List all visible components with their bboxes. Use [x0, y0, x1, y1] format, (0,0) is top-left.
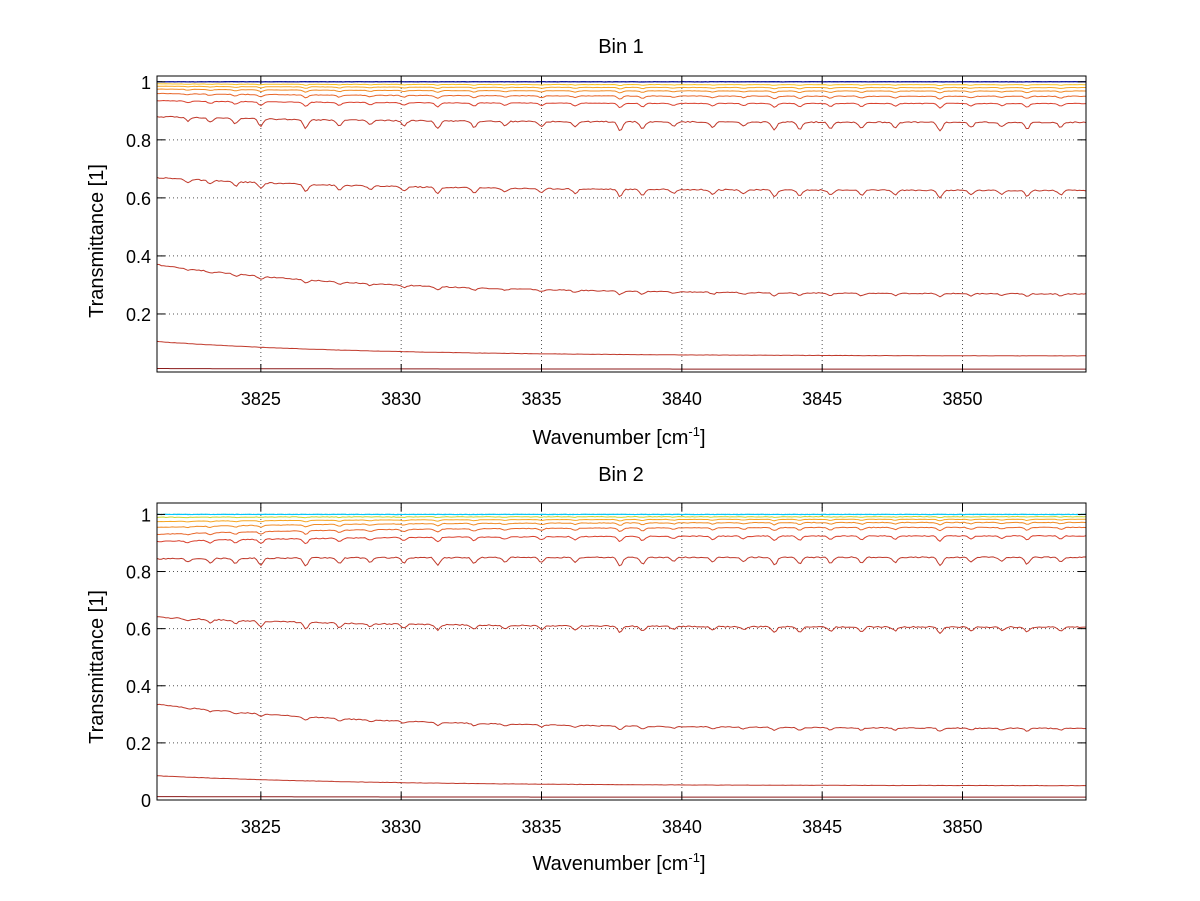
- series-line-s9: [157, 518, 1087, 523]
- chart-title: Bin 1: [598, 36, 644, 58]
- series-line-s8: [156, 88, 1086, 94]
- plot-frame: [156, 502, 1087, 801]
- x-tick-label: 3850: [942, 817, 982, 837]
- axis-ticks: 3825 3830 3835 3840 3845 3850 0 0.2 0.4 0.6 0.8 1: [126, 503, 1086, 837]
- y-tick-label: 1: [141, 73, 151, 93]
- plot-frame: [156, 75, 1087, 373]
- series-line-s7: [156, 92, 1087, 100]
- x-tick-label: 3840: [662, 389, 702, 409]
- chart-bin-2: Bin 2 3825 3830 3835 3840 3845 3850 0 0.2 0.4 0.6…: [86, 464, 1087, 875]
- x-axis-label: Wavenumber [cm-1]: [532, 850, 705, 875]
- x-tick-label: 3845: [802, 817, 842, 837]
- y-tick-label: 0.6: [126, 620, 151, 640]
- x-tick-label: 3825: [241, 817, 281, 837]
- x-tick-label: 3835: [521, 389, 561, 409]
- x-tick-label: 3830: [381, 817, 421, 837]
- y-tick-label: 0.6: [126, 189, 151, 209]
- y-tick-label: 0.2: [126, 734, 151, 754]
- series-line-s6: [156, 534, 1087, 545]
- series-line-s10: [156, 515, 1087, 519]
- x-tick-label: 3830: [381, 389, 421, 409]
- y-tick-label: 1: [141, 505, 151, 525]
- series-line-s9: [156, 85, 1086, 90]
- series-line-s7: [156, 526, 1087, 536]
- series-line-s1: [157, 368, 1086, 370]
- x-tick-label: 3825: [241, 389, 281, 409]
- y-tick-label: 0: [141, 791, 151, 811]
- x-axis-label: Wavenumber [cm-1]: [532, 424, 705, 449]
- series-line-s3: [156, 703, 1087, 732]
- series-line-s5: [156, 115, 1087, 132]
- x-tick-label: 3835: [521, 817, 561, 837]
- x-tick-label: 3850: [942, 389, 982, 409]
- series-line-s1: [157, 796, 1086, 798]
- y-tick-label: 0.4: [126, 677, 151, 697]
- series-line-s2: [156, 775, 1087, 787]
- series-line-s4: [157, 616, 1086, 635]
- series-line-s5: [156, 556, 1087, 567]
- series-line-s2: [156, 340, 1087, 357]
- y-tick-label: 0.2: [126, 305, 151, 325]
- y-axis-label: Transmittance [1]: [86, 590, 108, 744]
- series-line-s8: [157, 521, 1087, 529]
- y-tick-label: 0.8: [126, 563, 151, 583]
- y-tick-label: 0.4: [126, 247, 151, 267]
- series-line-s4: [156, 176, 1087, 199]
- chart-bin-1: Bin 1 3825 3830 3835 3840 3845 3850 0.2 0.4 0.6 0…: [86, 36, 1087, 449]
- y-axis-label: Transmittance [1]: [86, 164, 108, 318]
- x-tick-label: 3845: [802, 389, 842, 409]
- x-tick-label: 3840: [662, 817, 702, 837]
- series-lines: [156, 80, 1087, 370]
- series-line-s10: [156, 83, 1086, 87]
- series-line-s6: [156, 99, 1087, 109]
- chart-title: Bin 2: [598, 464, 644, 486]
- axis-ticks: 3825 3830 3835 3840 3845 3850 0.2 0.4 0.6 0.8 1: [126, 73, 1086, 409]
- series-lines: [156, 513, 1087, 798]
- y-tick-label: 0.8: [126, 131, 151, 151]
- series-line-s3: [156, 263, 1087, 298]
